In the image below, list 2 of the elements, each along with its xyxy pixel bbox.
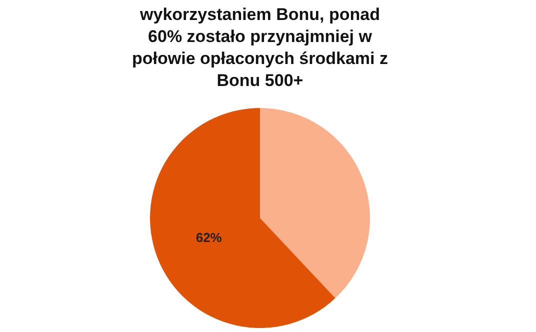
data-label: 62%: [196, 230, 222, 245]
chart-title: wykorzystaniem Bonu, ponad 60% zostało przynajmniej w połowie opłaconych środkami z Bonu 500+: [131, 4, 389, 92]
